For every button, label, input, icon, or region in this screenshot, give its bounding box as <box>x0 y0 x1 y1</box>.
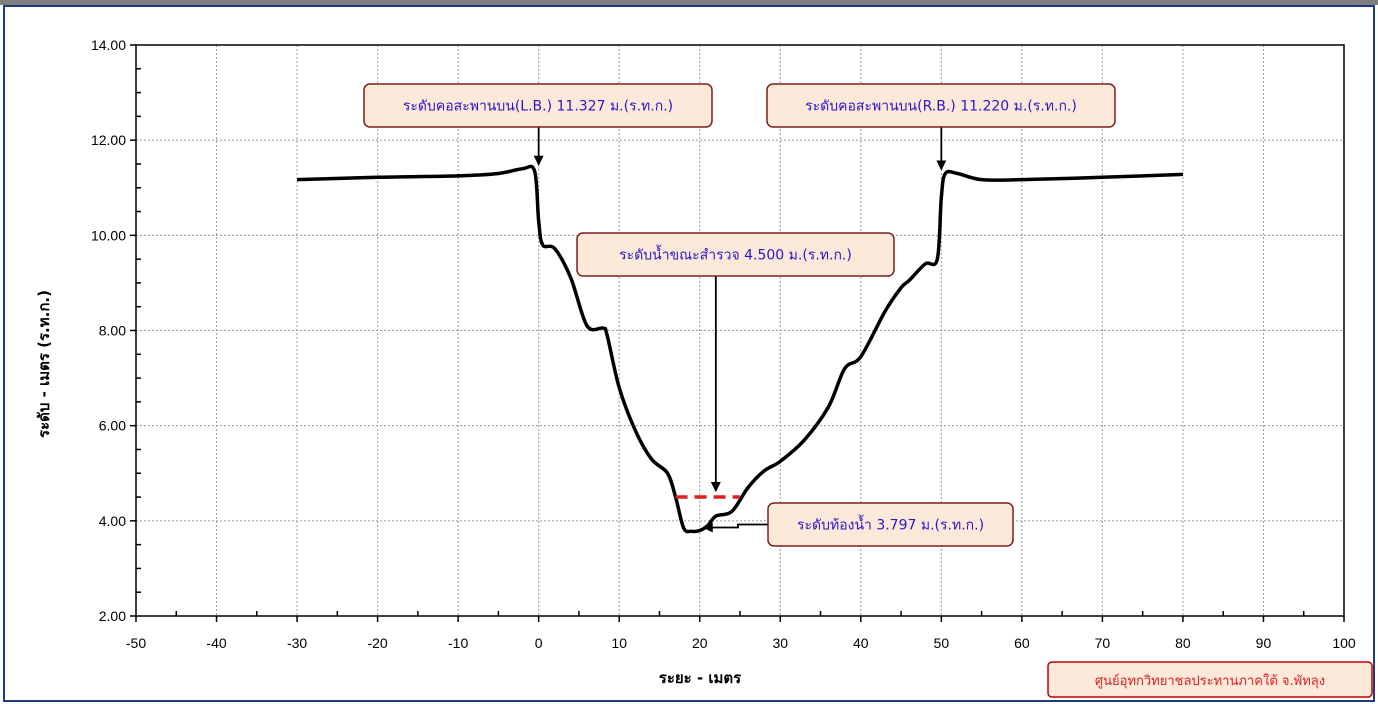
y-tick-label: 10.00 <box>91 227 126 243</box>
x-tick-label: -10 <box>448 635 468 651</box>
x-tick-label: 40 <box>853 635 869 651</box>
y-tick-label: 4.00 <box>99 513 126 529</box>
x-tick-label: 10 <box>611 635 627 651</box>
x-tick-label: 0 <box>535 635 543 651</box>
callout-left-bank-box <box>363 83 713 128</box>
callout-right-bank-text: ระดับคอสะพานบน(R.B.) 11.220 ม.(ร.ท.ก.) <box>805 99 1077 115</box>
x-tick-label: 60 <box>1014 635 1030 651</box>
x-tick-label: 30 <box>772 635 788 651</box>
y-tick-label: 6.00 <box>99 418 126 434</box>
x-tick-label: 90 <box>1256 635 1272 651</box>
y-tick-label: 14.00 <box>91 37 126 53</box>
callout-bed-level-box <box>767 502 1014 547</box>
footer-credit-text: ศูนย์อุทกวิทยาชลประทานภาคใต้ จ.พัทลุง <box>1095 673 1325 689</box>
chart-border <box>3 5 1375 702</box>
x-tick-label: -50 <box>126 635 146 651</box>
x-tick-label: 80 <box>1175 635 1191 651</box>
top-bar <box>0 0 1378 5</box>
y-tick-label: 12.00 <box>91 132 126 148</box>
y-axis-title: ระดับ - เมตร (ร.ท.ก.) <box>35 290 53 438</box>
x-axis-title: ระยะ - เมตร <box>659 669 742 687</box>
plot-border <box>135 44 1345 617</box>
callout-water-level-text: ระดับน้ำขณะสำรวจ 4.500 ม.(ร.ท.ก.) <box>619 245 852 264</box>
x-tick-label: -30 <box>287 635 307 651</box>
x-tick-label: -20 <box>367 635 387 651</box>
x-tick-label: 20 <box>692 635 708 651</box>
y-tick-label: 2.00 <box>99 608 126 624</box>
x-tick-label: -40 <box>206 635 226 651</box>
x-tick-label: 50 <box>934 635 950 651</box>
x-tick-label: 70 <box>1095 635 1111 651</box>
y-tick-label: 8.00 <box>99 323 126 339</box>
footer-credit: ศูนย์อุทกวิทยาชลประทานภาคใต้ จ.พัทลุง <box>1047 661 1373 698</box>
callout-left-bank-text: ระดับคอสะพานบน(L.B.) 11.327 ม.(ร.ท.ก.) <box>403 99 673 115</box>
callout-bed-level-text: ระดับท้องน้ำ 3.797 ม.(ร.ท.ก.) <box>797 515 984 534</box>
callout-right-bank-box <box>766 83 1116 128</box>
x-tick-label: 100 <box>1332 635 1356 651</box>
callout-bed-level-arrow <box>702 522 768 533</box>
callout-water-level-box <box>576 232 895 277</box>
